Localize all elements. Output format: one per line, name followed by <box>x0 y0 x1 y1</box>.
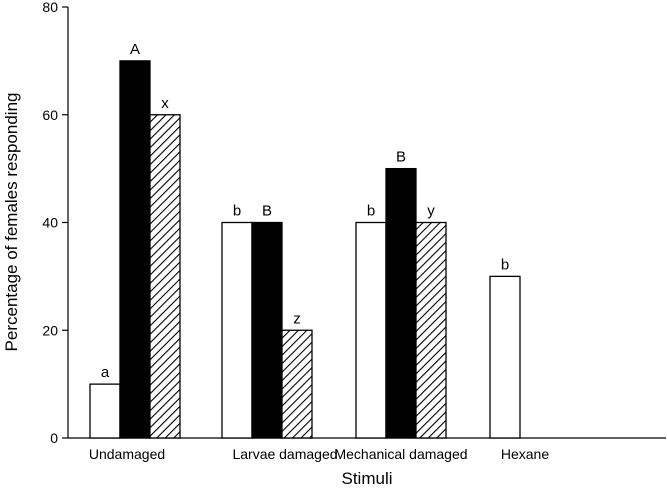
bar-letter-label: B <box>396 149 406 166</box>
bar-letter-label: x <box>161 95 169 112</box>
bar-white <box>489 275 521 439</box>
bar-black <box>385 167 417 439</box>
x-tick-label: Hexane <box>501 446 549 462</box>
y-tick-label: 40 <box>42 215 58 231</box>
bar-letter-label: b <box>367 203 375 220</box>
bar-hatched <box>149 114 181 439</box>
y-axis-title: Percentage of females responding <box>2 93 21 352</box>
y-tick-label: 80 <box>42 0 58 15</box>
y-tick-label: 20 <box>42 322 58 338</box>
bar-letter-label: a <box>101 364 110 381</box>
bar-letter-label: A <box>130 41 140 58</box>
bar-letter-label: z <box>293 310 301 327</box>
bar-letter-label: b <box>233 203 241 220</box>
bar-white <box>89 383 121 439</box>
bar-letter-label: B <box>262 203 272 220</box>
x-axis-title: Stimuli <box>341 469 392 488</box>
axes: 0 20 40 60 80 Undamaged Larvae damagedMechanic… <box>42 0 666 462</box>
x-tick-label: Undamaged <box>89 446 165 462</box>
x-tick-label: Mechanical damaged <box>334 446 467 462</box>
bar-white <box>355 221 387 439</box>
bar-hatched <box>415 221 447 439</box>
y-tick-label: 0 <box>50 430 58 446</box>
bar-black <box>119 60 151 439</box>
bar-white <box>221 221 253 439</box>
bar-labels: a b b b A B Bx z y <box>101 41 509 381</box>
y-tick-label: 60 <box>42 107 58 123</box>
bar-black <box>251 221 283 439</box>
x-tick-label: Larvae damaged <box>232 446 337 462</box>
bars <box>89 60 521 439</box>
bar-letter-label: y <box>427 203 435 220</box>
bar-hatched <box>281 329 313 439</box>
bar-letter-label: b <box>501 256 509 273</box>
